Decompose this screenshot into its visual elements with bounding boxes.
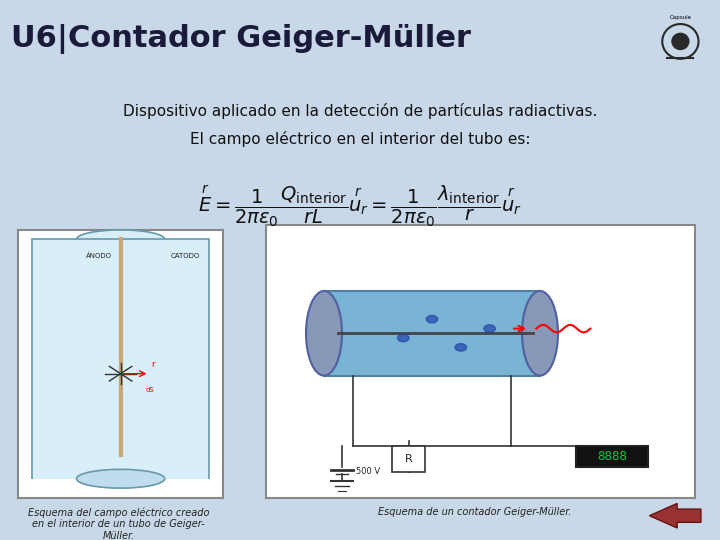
FancyBboxPatch shape bbox=[266, 225, 695, 498]
FancyBboxPatch shape bbox=[18, 230, 223, 498]
Text: R: R bbox=[405, 454, 413, 464]
Polygon shape bbox=[324, 291, 540, 376]
Text: r: r bbox=[151, 360, 154, 369]
Ellipse shape bbox=[76, 469, 165, 488]
Ellipse shape bbox=[306, 291, 342, 376]
Circle shape bbox=[426, 315, 438, 323]
Text: dS: dS bbox=[145, 388, 155, 394]
Text: Esquema de un contador Geiger-Müller.: Esquema de un contador Geiger-Müller. bbox=[379, 507, 572, 517]
Text: Dispositivo aplicado en la detección de partículas radiactivas.: Dispositivo aplicado en la detección de … bbox=[123, 103, 597, 119]
Ellipse shape bbox=[76, 230, 165, 249]
Text: El campo eléctrico en el interior del tubo es:: El campo eléctrico en el interior del tu… bbox=[190, 131, 530, 147]
Circle shape bbox=[484, 325, 495, 332]
Bar bbox=[392, 446, 425, 472]
Ellipse shape bbox=[522, 291, 558, 376]
Text: Esquema del campo eléctrico creado
en el interior de un tubo de Geiger-
Müller.: Esquema del campo eléctrico creado en el… bbox=[28, 507, 210, 540]
Bar bbox=[576, 446, 648, 467]
FancyArrow shape bbox=[649, 503, 701, 528]
Text: 8888: 8888 bbox=[597, 450, 627, 463]
Text: Capsule: Capsule bbox=[670, 15, 691, 20]
Text: 500 V: 500 V bbox=[356, 468, 381, 476]
Text: $\overset{r}{E} = \dfrac{1}{2\pi\varepsilon_0}\dfrac{Q_{\mathrm{interior}}}{rL}\: $\overset{r}{E} = \dfrac{1}{2\pi\varepsi… bbox=[198, 183, 522, 228]
Circle shape bbox=[672, 33, 689, 50]
Text: CATODO: CATODO bbox=[171, 253, 200, 259]
Text: U6|Contador Geiger-Müller: U6|Contador Geiger-Müller bbox=[11, 24, 471, 53]
Text: ÁNODO: ÁNODO bbox=[86, 253, 112, 259]
Circle shape bbox=[455, 343, 467, 351]
Polygon shape bbox=[32, 239, 209, 479]
Circle shape bbox=[397, 334, 409, 342]
